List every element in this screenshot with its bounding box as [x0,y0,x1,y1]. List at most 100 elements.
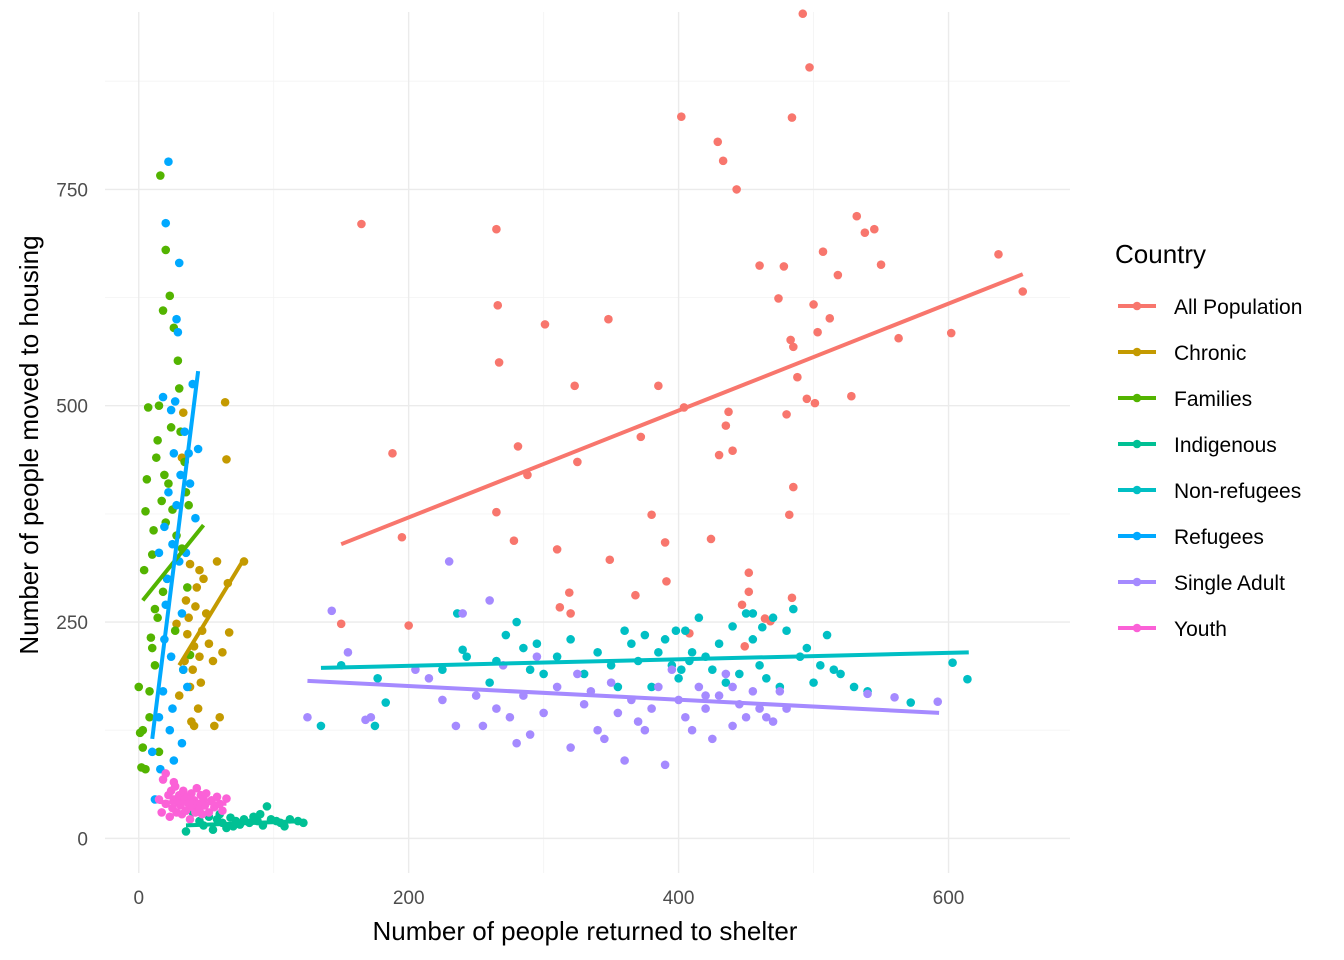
series-points-all-population [336,9,1028,651]
legend-label: All Population [1174,296,1302,319]
data-point [787,113,797,122]
data-point [605,555,615,565]
data-point [188,665,198,674]
data-point [768,613,778,623]
data-point [728,446,737,456]
data-point [606,661,616,670]
data-point [478,721,488,731]
data-point [822,630,832,640]
legend-entry: Single Adult [1118,572,1285,595]
y-tick-label: 750 [56,180,88,201]
series-points-non-refugees [316,604,972,731]
data-point [147,747,157,757]
data-point [191,602,200,611]
data-point [876,260,886,269]
data-point [708,734,717,744]
data-point [145,686,154,696]
data-point [1018,287,1028,296]
data-point [809,300,818,309]
data-point [438,695,447,705]
data-point [620,756,629,765]
data-point [694,682,704,692]
data-point [714,639,724,648]
data-point [139,565,149,575]
legend-entry: Chronic [1118,342,1246,365]
data-point [789,482,798,492]
data-point [158,686,168,696]
data-point [662,577,671,586]
data-point [748,609,758,618]
x-axis-title: Number of people returned to shelter [373,916,798,946]
data-point [336,619,346,629]
data-point [166,423,176,432]
data-point [388,449,397,458]
data-point [164,157,173,167]
data-point [600,734,609,744]
data-point [174,258,184,268]
data-point [519,643,528,653]
data-point [187,789,196,798]
data-point [218,806,227,815]
data-point [160,470,169,480]
data-point [154,747,164,757]
data-point [677,665,686,674]
data-point [169,449,179,458]
data-point [566,609,575,618]
data-point [786,335,795,345]
data-point [775,686,785,696]
data-point [222,455,231,464]
data-point [161,218,171,228]
data-point [532,652,542,661]
x-tick-label: 400 [663,888,695,909]
data-point [438,665,447,674]
data-point [805,63,814,72]
data-point [212,792,222,802]
data-point [173,327,183,337]
data-point [151,453,161,462]
data-point [721,669,731,679]
data-point [755,261,764,270]
data-point [153,436,162,445]
data-point [183,682,192,692]
data-point [424,674,434,683]
data-point [366,712,376,722]
data-point [779,262,789,271]
trend-line-single-adult [307,678,940,715]
data-point [890,693,899,702]
data-point [183,583,192,592]
data-point [579,669,589,679]
data-point [397,532,407,542]
y-axis-ticks: 0 250 500 750 [56,180,88,850]
data-point [798,9,808,19]
data-point [555,603,565,612]
x-tick-label: 0 [133,888,144,909]
data-point [134,682,144,692]
data-point [762,712,771,722]
data-point [813,327,822,337]
data-point [667,665,677,674]
data-point [204,808,214,817]
data-point [165,725,175,735]
data-point [157,808,166,817]
data-point [852,211,862,221]
data-point [327,606,337,616]
data-point [197,809,207,819]
data-point [192,783,202,793]
legend-entry: Families [1118,388,1252,411]
data-point [471,691,481,700]
legend-key-point [1132,347,1142,357]
x-tick-label: 200 [393,888,425,909]
data-point [721,678,731,687]
legend-key-point [1132,577,1142,587]
data-point [201,789,211,798]
data-point [694,613,704,623]
legend-label: Chronic [1174,342,1246,365]
data-point [525,665,535,674]
data-point [196,678,206,687]
data-point [303,712,312,722]
data-point [161,769,171,778]
legend-label: Families [1174,388,1252,411]
legend: Country All Population Chronic Families Ind… [1115,239,1302,641]
data-point [802,643,812,653]
